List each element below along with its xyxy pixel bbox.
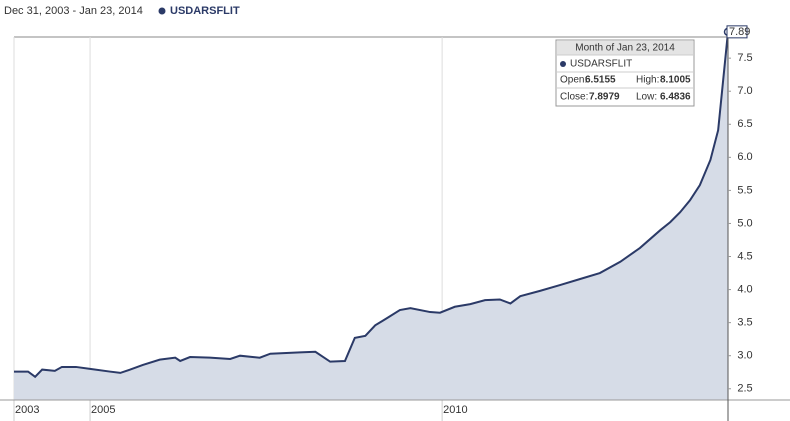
tooltip-dot — [560, 61, 566, 67]
line — [14, 31, 729, 379]
y-tick-label: 7.5 — [737, 52, 752, 64]
tooltip: Month of Jan 23, 2014 USDARSFLIT Open: 6… — [555, 39, 695, 107]
area — [14, 31, 728, 400]
date-range: Dec 31, 2003 - Jan 23, 2014 — [4, 5, 143, 17]
close-label: Close: — [560, 92, 588, 103]
close-value: 7.8979 — [589, 92, 620, 103]
open-label: Open: — [560, 75, 587, 86]
x-tick-label: 2010 — [443, 404, 467, 416]
y-tick-label: 5.0 — [737, 217, 752, 229]
high-label: High: — [636, 75, 659, 86]
x-tick-label: 2005 — [91, 404, 115, 416]
tooltip-header — [557, 41, 693, 55]
y-tick-label: 3.0 — [737, 350, 752, 362]
y-tick-label: 7.0 — [737, 85, 752, 97]
y-tick-label: 3.5 — [737, 317, 752, 329]
x-tick-label: 2003 — [15, 404, 39, 416]
low-value: 6.4836 — [660, 92, 691, 103]
last-label: 7.89 — [729, 26, 750, 38]
tooltip-title: Month of Jan 23, 2014 — [575, 43, 675, 54]
plot: 2003 2005 2010 7.89 2.5 3.0 3.5 4.0 4.5 5.0 5.5 6.0… — [0, 25, 790, 421]
tooltip-series: USDARSFLIT — [570, 59, 632, 70]
y-tick-label: 4.5 — [737, 250, 752, 262]
y-tick-label: 6.5 — [737, 118, 752, 130]
y-tick-label: 4.0 — [737, 283, 752, 295]
last-label-box — [726, 25, 748, 39]
y-tick-label: 5.5 — [737, 184, 752, 196]
open-value: 6.5155 — [585, 75, 616, 86]
legend-label: USDARSFLIT — [170, 5, 240, 17]
low-label: Low: — [636, 92, 657, 103]
legend-dot — [158, 7, 166, 15]
y-tick-label: 6.0 — [737, 151, 752, 163]
high-value: 8.1005 — [660, 75, 691, 86]
y-tick-label: 2.5 — [737, 383, 752, 395]
